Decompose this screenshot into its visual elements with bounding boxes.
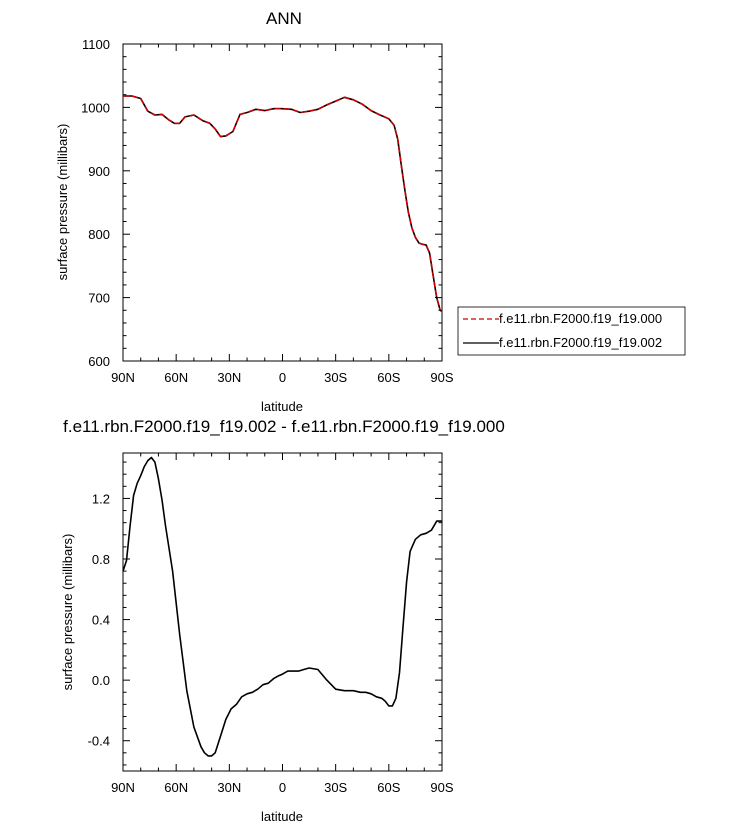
x-tick-label: 90N bbox=[111, 370, 135, 385]
y-tick-label: 600 bbox=[88, 354, 110, 369]
difference-panel: f.e11.rbn.F2000.f19_f19.002 - f.e11.rbn.… bbox=[60, 417, 505, 824]
series-lines bbox=[123, 95, 443, 313]
series-line bbox=[122, 456, 442, 757]
x-tick-labels: 90N 60N 30N 0 30S 60S 90S bbox=[111, 780, 454, 795]
y-tick-label: 700 bbox=[88, 291, 110, 306]
y-tick-labels: 600 700 800 900 1000 1100 bbox=[81, 37, 110, 369]
x-axis-title: latitude bbox=[261, 399, 303, 414]
y-tick-label: 1.2 bbox=[92, 491, 110, 506]
x-tick-label: 90S bbox=[430, 780, 453, 795]
x-tick-label: 60N bbox=[164, 780, 188, 795]
x-tick-labels: 90N 60N 30N 0 30S 60S 90S bbox=[111, 370, 454, 385]
y-tick-label: 1000 bbox=[81, 100, 110, 115]
x-tick-label: 30S bbox=[324, 780, 347, 795]
legend-label-series-0: f.e11.rbn.F2000.f19_f19.000 bbox=[499, 311, 662, 326]
y-axis-title: surface pressure (millibars) bbox=[55, 124, 70, 281]
chart-title: f.e11.rbn.F2000.f19_f19.002 - f.e11.rbn.… bbox=[63, 417, 505, 436]
y-tick-label: 900 bbox=[88, 164, 110, 179]
y-axis-title: surface pressure (millibars) bbox=[60, 534, 75, 691]
x-tick-label: 30N bbox=[217, 370, 241, 385]
legend: f.e11.rbn.F2000.f19_f19.000 f.e11.rbn.F2… bbox=[457, 306, 686, 356]
x-tick-label: 30N bbox=[217, 780, 241, 795]
y-tick-labels: -0.4 0.0 0.4 0.8 1.2 bbox=[88, 491, 110, 748]
legend-box bbox=[457, 306, 686, 356]
surface-pressure-panel: ANN 90N 60N 30N 0 30S 60S 90S 600 700 800 900 1000… bbox=[55, 9, 686, 414]
x-tick-label: 60N bbox=[164, 370, 188, 385]
plot-area: 90N 60N 30N 0 30S 60S 90S -0.4 0.0 0.4 0.8 1.2 bbox=[88, 452, 454, 795]
axis-ticks bbox=[122, 43, 443, 362]
x-tick-label: 0 bbox=[279, 780, 286, 795]
x-tick-label: 60S bbox=[377, 370, 400, 385]
x-tick-label: 0 bbox=[279, 370, 286, 385]
y-tick-label: 1100 bbox=[82, 37, 110, 52]
y-tick-label: -0.4 bbox=[88, 734, 110, 749]
x-axis-title: latitude bbox=[261, 809, 303, 824]
series-line bbox=[123, 95, 443, 313]
plot-frame bbox=[122, 452, 443, 772]
plot-area: 90N 60N 30N 0 30S 60S 90S 600 700 800 900 1000 1100 bbox=[81, 37, 454, 385]
x-tick-label: 90S bbox=[430, 370, 453, 385]
series-lines bbox=[122, 456, 442, 757]
x-tick-label: 30S bbox=[324, 370, 347, 385]
series-line bbox=[123, 95, 443, 313]
x-tick-label: 90N bbox=[111, 780, 135, 795]
y-tick-label: 0.0 bbox=[92, 673, 110, 688]
y-tick-label: 0.4 bbox=[92, 613, 110, 628]
x-tick-label: 60S bbox=[377, 780, 400, 795]
plot-frame bbox=[122, 43, 443, 362]
legend-label-series-1: f.e11.rbn.F2000.f19_f19.002 bbox=[499, 335, 662, 350]
axis-ticks bbox=[122, 453, 443, 771]
y-tick-label: 800 bbox=[88, 227, 110, 242]
y-tick-label: 0.8 bbox=[92, 552, 110, 567]
chart-title: ANN bbox=[266, 9, 302, 28]
